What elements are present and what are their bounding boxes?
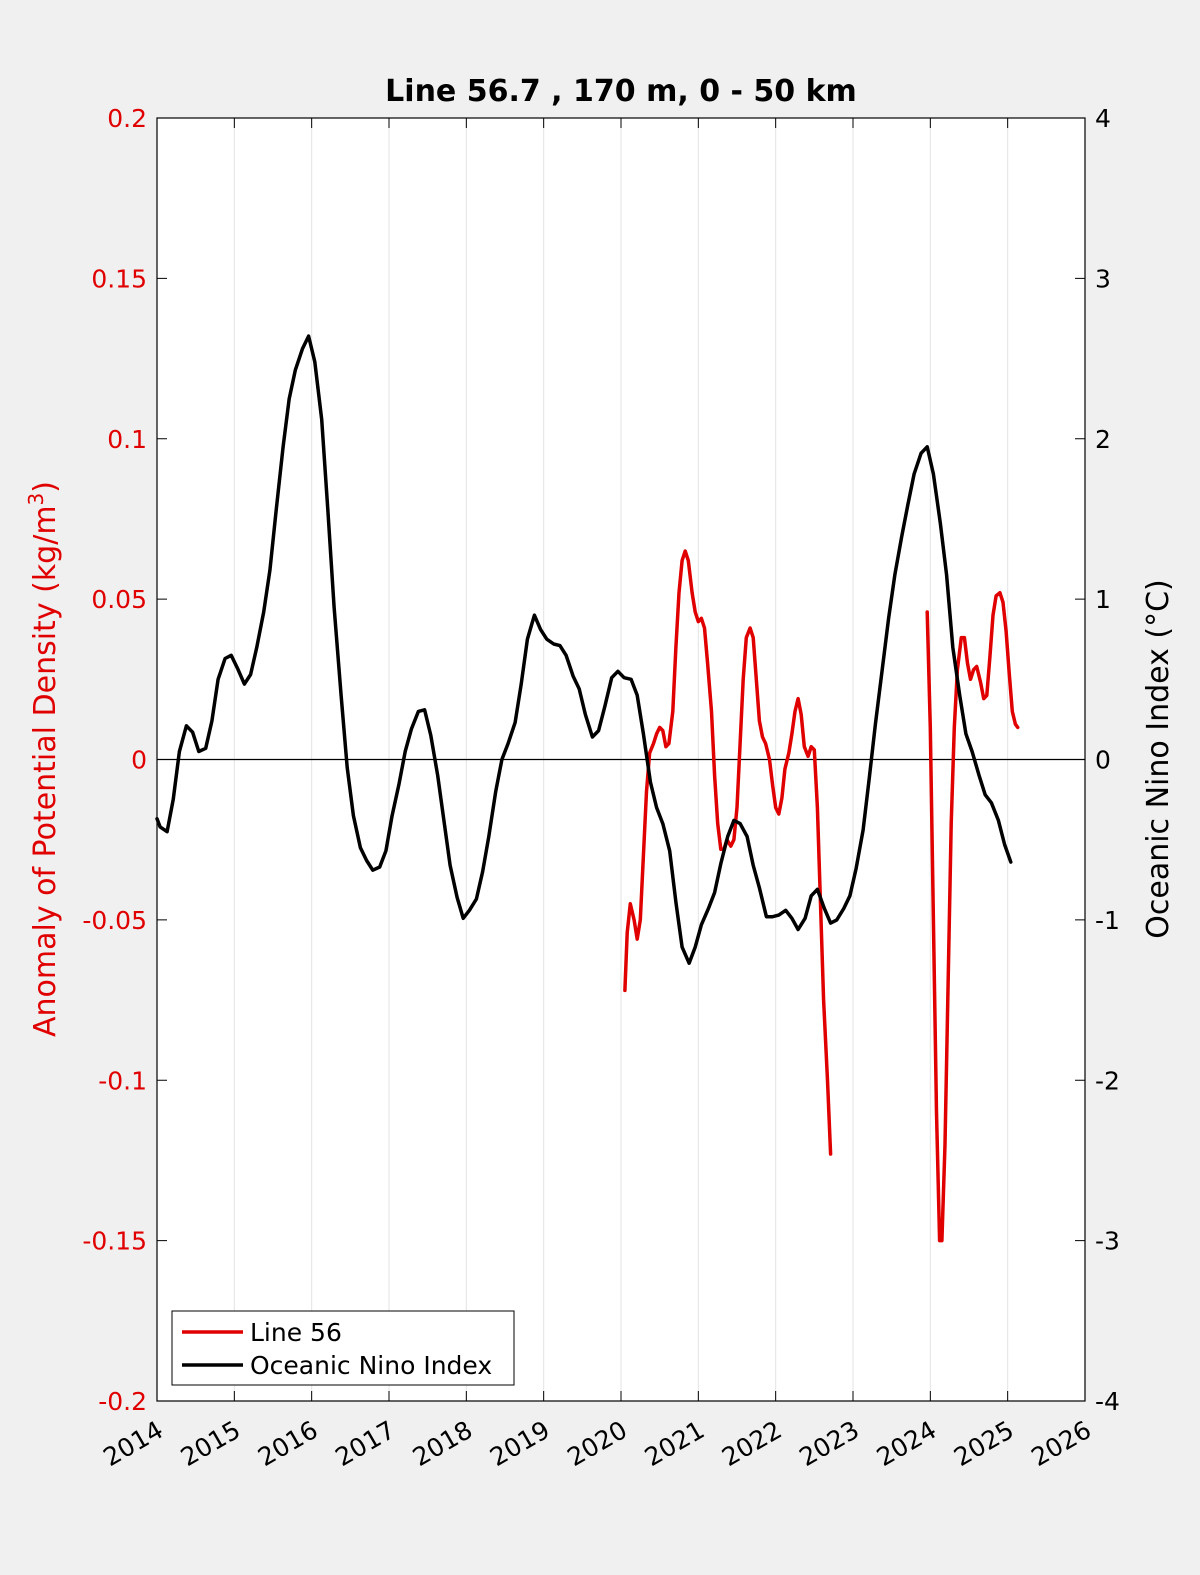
chart-title: Line 56.7 , 170 m, 0 - 50 km: [385, 74, 857, 109]
series-line-56-segment-1: [925, 590, 1020, 1243]
legend-label-oni: Oceanic Nino Index: [250, 1351, 492, 1380]
x-tick-label: 2024: [872, 1415, 942, 1472]
left-tick-label: -0.1: [98, 1066, 147, 1095]
legend-label-line-56: Line 56: [250, 1318, 342, 1347]
right-tick-label: 1: [1095, 585, 1111, 614]
axis-ticks: [156, 117, 1086, 1402]
x-tick-label: 2021: [640, 1415, 710, 1472]
left-axis-label-sup: 3: [24, 493, 48, 506]
left-tick-labels: 0.2 0.15 0.1 0.05 0 -0.05 -0.1 -0.15 -0.2: [82, 104, 147, 1416]
right-tick-label: -3: [1095, 1227, 1120, 1256]
left-tick-label: -0.05: [82, 906, 147, 935]
legend-box: [171, 1310, 515, 1386]
left-tick-label: 0: [131, 746, 147, 775]
series-oni-segment-0: [155, 334, 1013, 965]
right-axis-label: Oceanic Nino Index (°C): [1141, 579, 1176, 939]
x-tick-label: 2023: [794, 1415, 864, 1472]
x-tick-label: 2022: [717, 1415, 787, 1472]
left-tick-label: -0.15: [82, 1227, 147, 1256]
x-tick-label: 2017: [330, 1415, 400, 1472]
x-tick-label: 2025: [949, 1415, 1019, 1472]
right-tick-label: 4: [1095, 104, 1111, 133]
right-tick-label: 0: [1095, 746, 1111, 775]
right-tick-label: -2: [1095, 1066, 1120, 1095]
x-tick-label: 2016: [253, 1415, 323, 1472]
right-tick-label: 3: [1095, 264, 1111, 293]
x-tick-label: 2015: [176, 1415, 246, 1472]
x-tick-labels: 2014 2015 2016 2017 2018 2019 2020 2021 2022 2023…: [98, 1415, 1096, 1472]
left-tick-label: 0.05: [91, 585, 147, 614]
right-tick-label: -4: [1095, 1387, 1120, 1416]
left-tick-label: -0.2: [98, 1387, 147, 1416]
left-tick-label: 0.1: [107, 425, 147, 454]
left-axis-label-main: Anomaly of Potential Density (kg/m: [28, 505, 63, 1037]
left-axis-label: Anomaly of Potential Density (kg/m3): [24, 481, 63, 1037]
x-tick-label: 2019: [485, 1415, 555, 1472]
right-tick-labels: 4 3 2 1 0 -1 -2 -3 -4: [1095, 104, 1120, 1416]
x-tick-label: 2014: [98, 1415, 168, 1472]
x-tick-label: 2020: [562, 1415, 632, 1472]
left-axis-label-close: ): [28, 481, 63, 493]
left-tick-label: 0.15: [91, 264, 147, 293]
legend: Line 56 Oceanic Nino Index: [171, 1310, 515, 1386]
right-tick-label: -1: [1095, 906, 1120, 935]
x-tick-label: 2026: [1026, 1415, 1096, 1472]
right-tick-label: 2: [1095, 425, 1111, 454]
left-tick-label: 0.2: [107, 104, 147, 133]
x-tick-label: 2018: [408, 1415, 478, 1472]
series-layer: [155, 334, 1020, 1243]
